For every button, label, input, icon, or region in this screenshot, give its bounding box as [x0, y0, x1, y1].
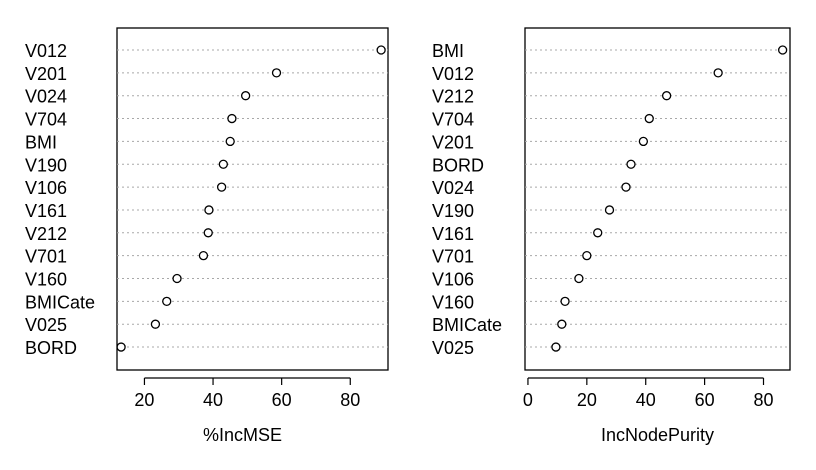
variable-label: V190: [432, 201, 474, 221]
data-point: [376, 45, 386, 55]
variable-label: V201: [432, 132, 474, 152]
data-point: [225, 136, 235, 147]
variable-label: V012: [25, 41, 67, 61]
x-axis-title: %IncMSE: [203, 425, 282, 445]
variable-label: V106: [25, 178, 67, 198]
x-tick-label: 80: [340, 390, 360, 410]
data-point: [218, 159, 228, 169]
data-point: [574, 273, 584, 284]
variable-label: BORD: [432, 155, 484, 175]
data-point: [621, 182, 631, 192]
plot-frame: [524, 27, 791, 371]
variable-label: V704: [25, 110, 67, 130]
data-point: [713, 68, 723, 78]
variable-label: V212: [25, 224, 67, 244]
data-point: [204, 205, 214, 215]
data-point: [626, 159, 636, 169]
x-tick-label: 20: [577, 390, 597, 410]
data-point: [777, 45, 788, 55]
data-point: [227, 113, 237, 124]
x-tick-label: 0: [523, 390, 533, 410]
data-point: [661, 91, 672, 101]
variable-label: V704: [432, 110, 474, 130]
data-point: [551, 342, 561, 352]
data-point: [644, 113, 654, 124]
x-tick-label: 20: [134, 390, 154, 410]
variable-label: BMICate: [432, 315, 502, 335]
data-point: [198, 250, 209, 261]
variable-label: V024: [432, 178, 474, 198]
x-axis-title: IncNodePurity: [601, 425, 714, 445]
data-point: [240, 91, 251, 101]
variable-label: V212: [432, 87, 474, 107]
data-point: [593, 228, 603, 238]
data-point: [203, 228, 213, 238]
data-point: [172, 273, 182, 284]
data-point: [557, 319, 567, 329]
variable-label: V701: [432, 247, 474, 267]
x-tick-label: 60: [272, 390, 292, 410]
x-tick-label: 60: [695, 390, 715, 410]
variable-label: V161: [25, 201, 67, 221]
variable-label: BMI: [25, 132, 57, 152]
variable-label: V160: [25, 270, 67, 290]
data-point: [638, 136, 649, 147]
variable-label: V701: [25, 247, 67, 267]
x-tick-label: 40: [636, 390, 656, 410]
variable-label: BMICate: [25, 292, 95, 312]
variable-label: V161: [432, 224, 474, 244]
data-point: [216, 182, 227, 192]
data-point: [162, 296, 172, 307]
x-tick-label: 40: [203, 390, 223, 410]
variable-label: V012: [432, 64, 474, 84]
data-point: [604, 205, 615, 215]
data-point: [116, 342, 126, 352]
variable-label: V201: [25, 64, 67, 84]
x-tick-label: 80: [753, 390, 773, 410]
variable-label: V160: [432, 292, 474, 312]
data-point: [560, 296, 570, 307]
variable-label: V024: [25, 87, 67, 107]
variable-label: V025: [432, 338, 474, 358]
variable-label: BORD: [25, 338, 77, 358]
data-point: [271, 68, 282, 78]
plot-frame: [116, 27, 389, 371]
variable-label: BMI: [432, 41, 464, 61]
data-point: [150, 319, 161, 329]
variable-label: V025: [25, 315, 67, 335]
data-point: [582, 250, 592, 261]
variable-label: V190: [25, 155, 67, 175]
variable-label: V106: [432, 270, 474, 290]
